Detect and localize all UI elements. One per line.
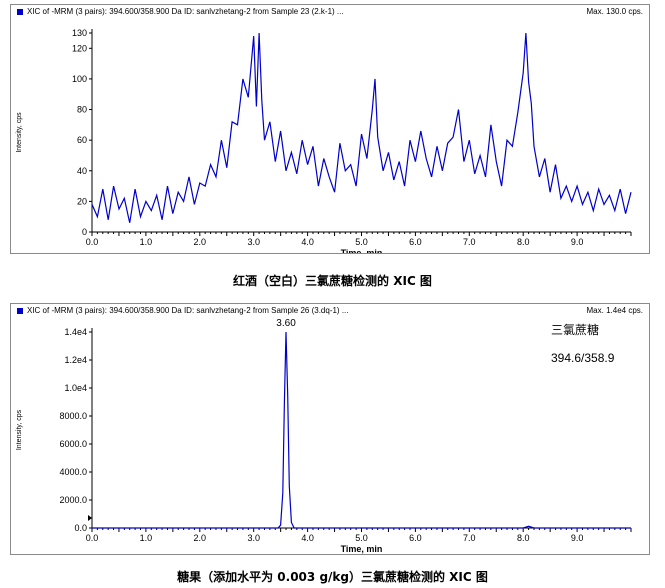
y-tick-label: 130 (72, 28, 87, 38)
y-tick-label: 20 (77, 196, 87, 206)
x-tick-label: 0.0 (86, 237, 99, 247)
series-line (91, 32, 632, 223)
x-tick-label: 4.0 (301, 533, 314, 543)
y-tick-label: 4000.0 (59, 467, 87, 477)
x-tick-label: 4.0 (301, 237, 314, 247)
x-tick-label: 2.0 (194, 533, 207, 543)
y-tick-label: 1.2e4 (64, 355, 87, 365)
mrm-transition-label: 394.6/358.9 (551, 351, 615, 365)
x-tick-label: 7.0 (463, 237, 476, 247)
caption-2: 糖果（添加水平为 0.003 g/kg）三氯蔗糖检测的 XIC 图 (177, 570, 488, 584)
peak-time-label: 3.60 (276, 318, 296, 329)
max-intensity-label: Max. 130.0 cps. (586, 7, 643, 16)
y-axis-label: Intensity, cps (16, 409, 23, 450)
y-tick-label: 2000.0 (59, 495, 87, 505)
x-tick-label: 3.0 (247, 533, 260, 543)
y-tick-label: 60 (77, 135, 87, 145)
x-tick-label: 9.0 (571, 533, 584, 543)
y-tick-label: 1.0e4 (64, 383, 87, 393)
x-tick-label: 6.0 (409, 237, 422, 247)
x-tick-label: 5.0 (355, 533, 368, 543)
x-axis-label: Time, min (341, 544, 383, 554)
caption-1: 红酒（空白）三氯蔗糖检测的 XIC 图 (233, 274, 432, 288)
y-tick-label: 100 (72, 74, 87, 84)
y-tick-label: 6000.0 (59, 439, 87, 449)
x-tick-label: 9.0 (571, 237, 584, 247)
xic-chart-2: 0.0 1.0 2.0 3.0 4.0 5.0 6.0 7.0 8.0 9.0 0.0 2000.0 4… (16, 318, 632, 554)
x-tick-label: 3.0 (247, 237, 260, 247)
compound-name-label: 三氯蔗糖 (551, 322, 599, 337)
y-tick-label: 0.0 (74, 523, 87, 533)
series-color-swatch (17, 307, 23, 314)
series-color-swatch (17, 8, 23, 15)
x-tick-label: 1.0 (140, 533, 153, 543)
y-tick-label: 1.4e4 (64, 327, 87, 337)
x-tick-label: 8.0 (517, 533, 530, 543)
x-axis-label: Time, min (341, 248, 383, 253)
chart-panel-blank-wine: XIC of -MRM (3 pairs): 394.600/358.900 D… (10, 4, 650, 254)
chart-panel-candy-spiked: XIC of -MRM (3 pairs): 394.600/358.900 D… (10, 303, 650, 555)
chart-header: XIC of -MRM (3 pairs): 394.600/358.900 D… (11, 304, 649, 318)
x-tick-label: 1.0 (140, 237, 153, 247)
xic-chart-1: 0.0 1.0 2.0 3.0 4.0 5.0 6.0 7.0 8.0 9.0 0 20 40 60 80 1… (16, 28, 632, 253)
y-tick-label: 120 (72, 43, 87, 53)
chart-header-text: XIC of -MRM (3 pairs): 394.600/358.900 D… (27, 7, 344, 16)
series-line (92, 331, 631, 529)
x-tick-label: 2.0 (194, 237, 207, 247)
y-tick-label: 80 (77, 105, 87, 115)
max-intensity-label: Max. 1.4e4 cps. (586, 306, 643, 315)
y-axis-label: Intensity, cps (16, 112, 23, 153)
y-tick-label: 0 (82, 227, 87, 237)
chart-header-text: XIC of -MRM (3 pairs): 394.600/358.900 D… (27, 306, 349, 315)
baseline-marker-icon (88, 515, 92, 521)
x-tick-label: 6.0 (409, 533, 422, 543)
x-tick-label: 0.0 (86, 533, 99, 543)
y-tick-label: 40 (77, 166, 87, 176)
x-tick-label: 5.0 (355, 237, 368, 247)
y-tick-label: 8000.0 (59, 411, 87, 421)
chart-header: XIC of -MRM (3 pairs): 394.600/358.900 D… (11, 5, 649, 19)
x-tick-label: 7.0 (463, 533, 476, 543)
x-tick-label: 8.0 (517, 237, 530, 247)
